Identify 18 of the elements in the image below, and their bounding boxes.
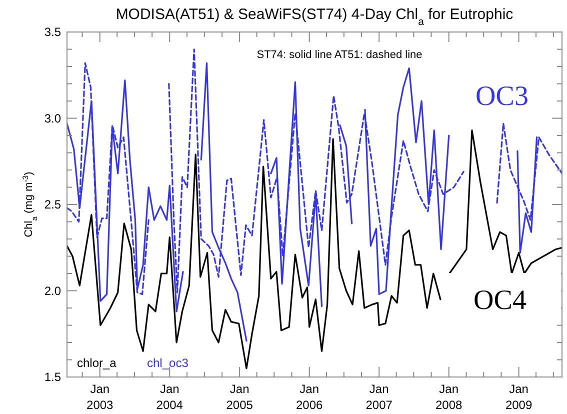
- y-tick-label: 3.0: [44, 111, 62, 126]
- x-tick-label: Jan 2006: [296, 382, 324, 412]
- y-tick-label: 3.5: [44, 25, 62, 39]
- chart-title: MODISA(AT51) & SeaWiFS(ST74) 4-Day Chl$_{a}$ for Eutrophic: [116, 6, 514, 28]
- y-tick-label: 1.5: [44, 370, 62, 384]
- x-tick-label: Jan 2009: [505, 382, 532, 412]
- x-tick-label: Jan 2003: [86, 382, 114, 412]
- y-tick-label: 2.0: [44, 284, 62, 298]
- annotation: OC3: [476, 81, 528, 112]
- text: chlor_a: [77, 356, 117, 370]
- y-tick-label: 2.5: [44, 198, 62, 212]
- x-tick-label: Jan 2005: [226, 382, 254, 412]
- text: chl_oc3: [147, 356, 189, 370]
- x-tick-label: Jan 2008: [436, 382, 463, 412]
- x-tick-label: Jan 2007: [366, 382, 393, 412]
- x-tick-label: Jan 2004: [156, 382, 184, 412]
- annotation: ST74: solid line AT51: dashed line: [256, 49, 422, 61]
- annotation: OC4: [474, 285, 526, 316]
